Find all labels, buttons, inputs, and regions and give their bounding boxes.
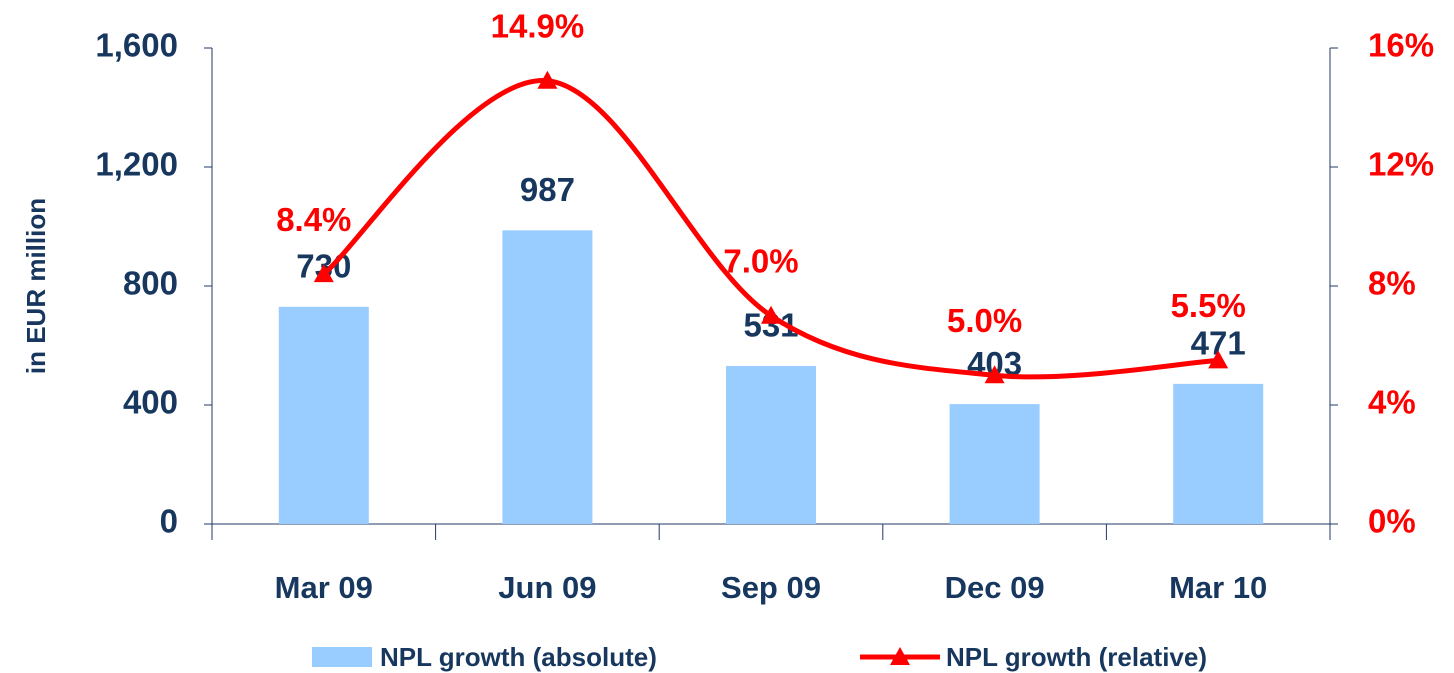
bar [502,230,593,524]
legend-label: NPL growth (absolute) [380,642,657,672]
line-marker [761,305,781,324]
line-value-label: 5.0% [947,302,1022,339]
y2-tick-label: 4% [1368,384,1416,421]
y-axis-label: in EUR million [21,198,51,374]
bar [726,366,816,524]
line-marker [1208,350,1229,369]
y2-tick-label: 16% [1368,27,1434,64]
bar [949,404,1040,524]
line-marker [984,365,1005,384]
line [322,78,1219,380]
line-value-label: 8.4% [276,201,351,238]
y-tick-label: 800 [123,265,178,302]
bar [1173,383,1264,524]
line-marker [313,264,334,283]
x-tick-label: Mar 10 [1169,570,1267,605]
y-tick-label: 1,600 [95,27,178,64]
line-value-label: 7.0% [723,242,798,279]
x-tick-label: Sep 09 [721,570,821,605]
line-marker [537,70,558,89]
y-tick-label: 400 [123,384,178,421]
bar [278,306,369,524]
legend-marker [890,647,910,665]
bar-value-label: 987 [520,171,575,208]
y2-tick-label: 8% [1368,265,1416,302]
x-tick-label: Jun 09 [498,570,596,605]
legend-swatch [312,647,372,667]
legend-label: NPL growth (relative) [946,642,1207,672]
line-value-label: 5.5% [1171,287,1246,324]
x-tick-label: Dec 09 [945,570,1045,605]
y2-tick-label: 12% [1368,146,1434,183]
y-tick-label: 1,200 [95,146,178,183]
y-tick-label: 0 [160,503,178,540]
y2-tick-label: 0% [1368,503,1416,540]
x-tick-label: Mar 09 [275,570,373,605]
line-value-label: 14.9% [491,7,585,44]
